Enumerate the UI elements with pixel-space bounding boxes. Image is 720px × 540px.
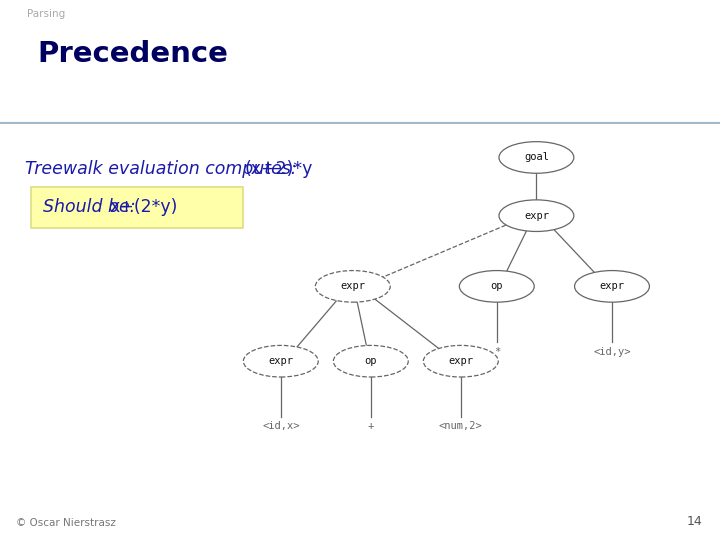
Text: expr: expr [600, 281, 624, 292]
Text: *: * [494, 347, 500, 356]
Text: <num,2>: <num,2> [439, 422, 482, 431]
Text: expr: expr [341, 281, 365, 292]
Text: Parsing: Parsing [27, 9, 66, 19]
Ellipse shape [499, 141, 574, 173]
Text: expr: expr [269, 356, 293, 366]
Text: expr: expr [449, 356, 473, 366]
Text: Should be:: Should be: [43, 198, 141, 217]
Text: op: op [490, 281, 503, 292]
Text: 14: 14 [686, 515, 702, 528]
Text: <id,y>: <id,y> [593, 347, 631, 356]
Ellipse shape [575, 271, 649, 302]
Text: +: + [368, 422, 374, 431]
Text: <id,x>: <id,x> [262, 422, 300, 431]
Ellipse shape [459, 271, 534, 302]
Text: © Oscar Nierstrasz: © Oscar Nierstrasz [16, 518, 116, 528]
Text: goal: goal [524, 152, 549, 163]
Text: x+(2*y): x+(2*y) [109, 198, 178, 217]
Ellipse shape [315, 271, 390, 302]
Text: expr: expr [524, 211, 549, 221]
Text: (x+2)*y: (x+2)*y [245, 159, 313, 178]
Ellipse shape [499, 200, 574, 232]
Text: Precedence: Precedence [37, 40, 228, 68]
Ellipse shape [243, 346, 318, 377]
Text: Treewalk evaluation computes:: Treewalk evaluation computes: [25, 159, 302, 178]
Text: op: op [364, 356, 377, 366]
Ellipse shape [423, 346, 498, 377]
FancyBboxPatch shape [31, 186, 243, 228]
Ellipse shape [333, 346, 408, 377]
